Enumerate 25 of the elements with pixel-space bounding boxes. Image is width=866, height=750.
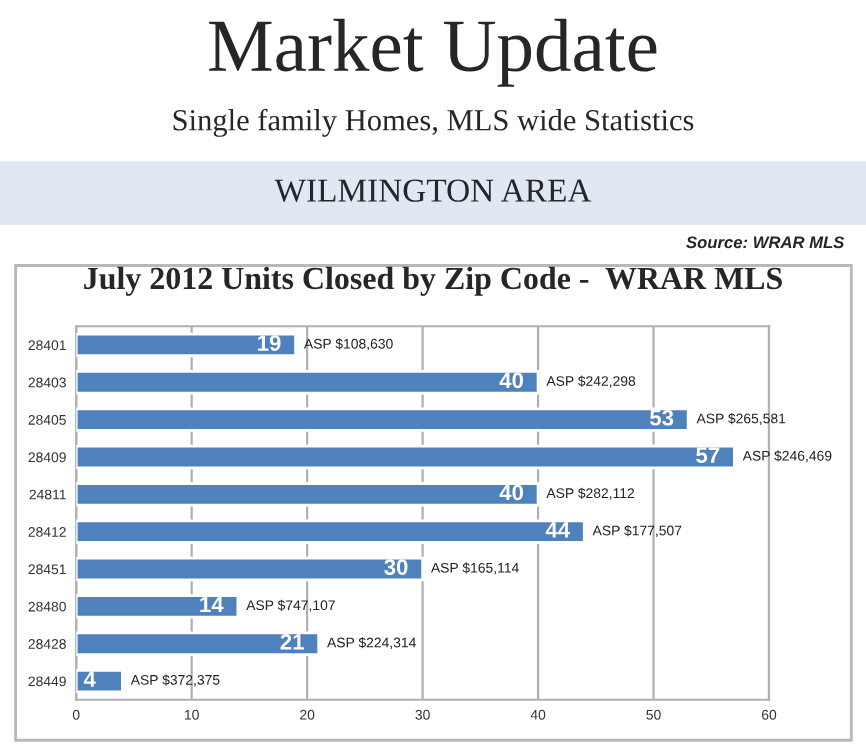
bar bbox=[76, 668, 124, 694]
data-label: 19 bbox=[258, 335, 281, 351]
data-label: 21 bbox=[280, 633, 304, 650]
bar bbox=[76, 594, 240, 619]
bar bbox=[76, 556, 424, 582]
bar bbox=[76, 631, 321, 656]
chart-title: Market Update bbox=[209, 18, 657, 87]
data-label: 30 bbox=[384, 559, 408, 576]
bar bbox=[76, 519, 586, 544]
data-label: 4 bbox=[83, 671, 96, 687]
bar bbox=[76, 370, 540, 395]
data-label: 40 bbox=[499, 484, 523, 501]
data-label: 44 bbox=[545, 522, 570, 538]
data-label: 40 bbox=[499, 372, 523, 389]
bar bbox=[76, 407, 690, 432]
bar bbox=[76, 482, 540, 507]
bar bbox=[76, 444, 736, 470]
bar bbox=[76, 332, 297, 358]
data-label: 57 bbox=[696, 447, 720, 463]
chart-subtitle: Single family Homes, MLS wide Statistics bbox=[173, 108, 694, 137]
data-label: 14 bbox=[200, 596, 224, 613]
source-note: Source: WRAR MLS bbox=[686, 236, 845, 249]
data-label: 53 bbox=[649, 409, 674, 426]
text: WILMINGTON AREA bbox=[274, 179, 592, 203]
text: July 2012 Units Closed by Zip Code - WRAR MLS bbox=[84, 266, 782, 296]
